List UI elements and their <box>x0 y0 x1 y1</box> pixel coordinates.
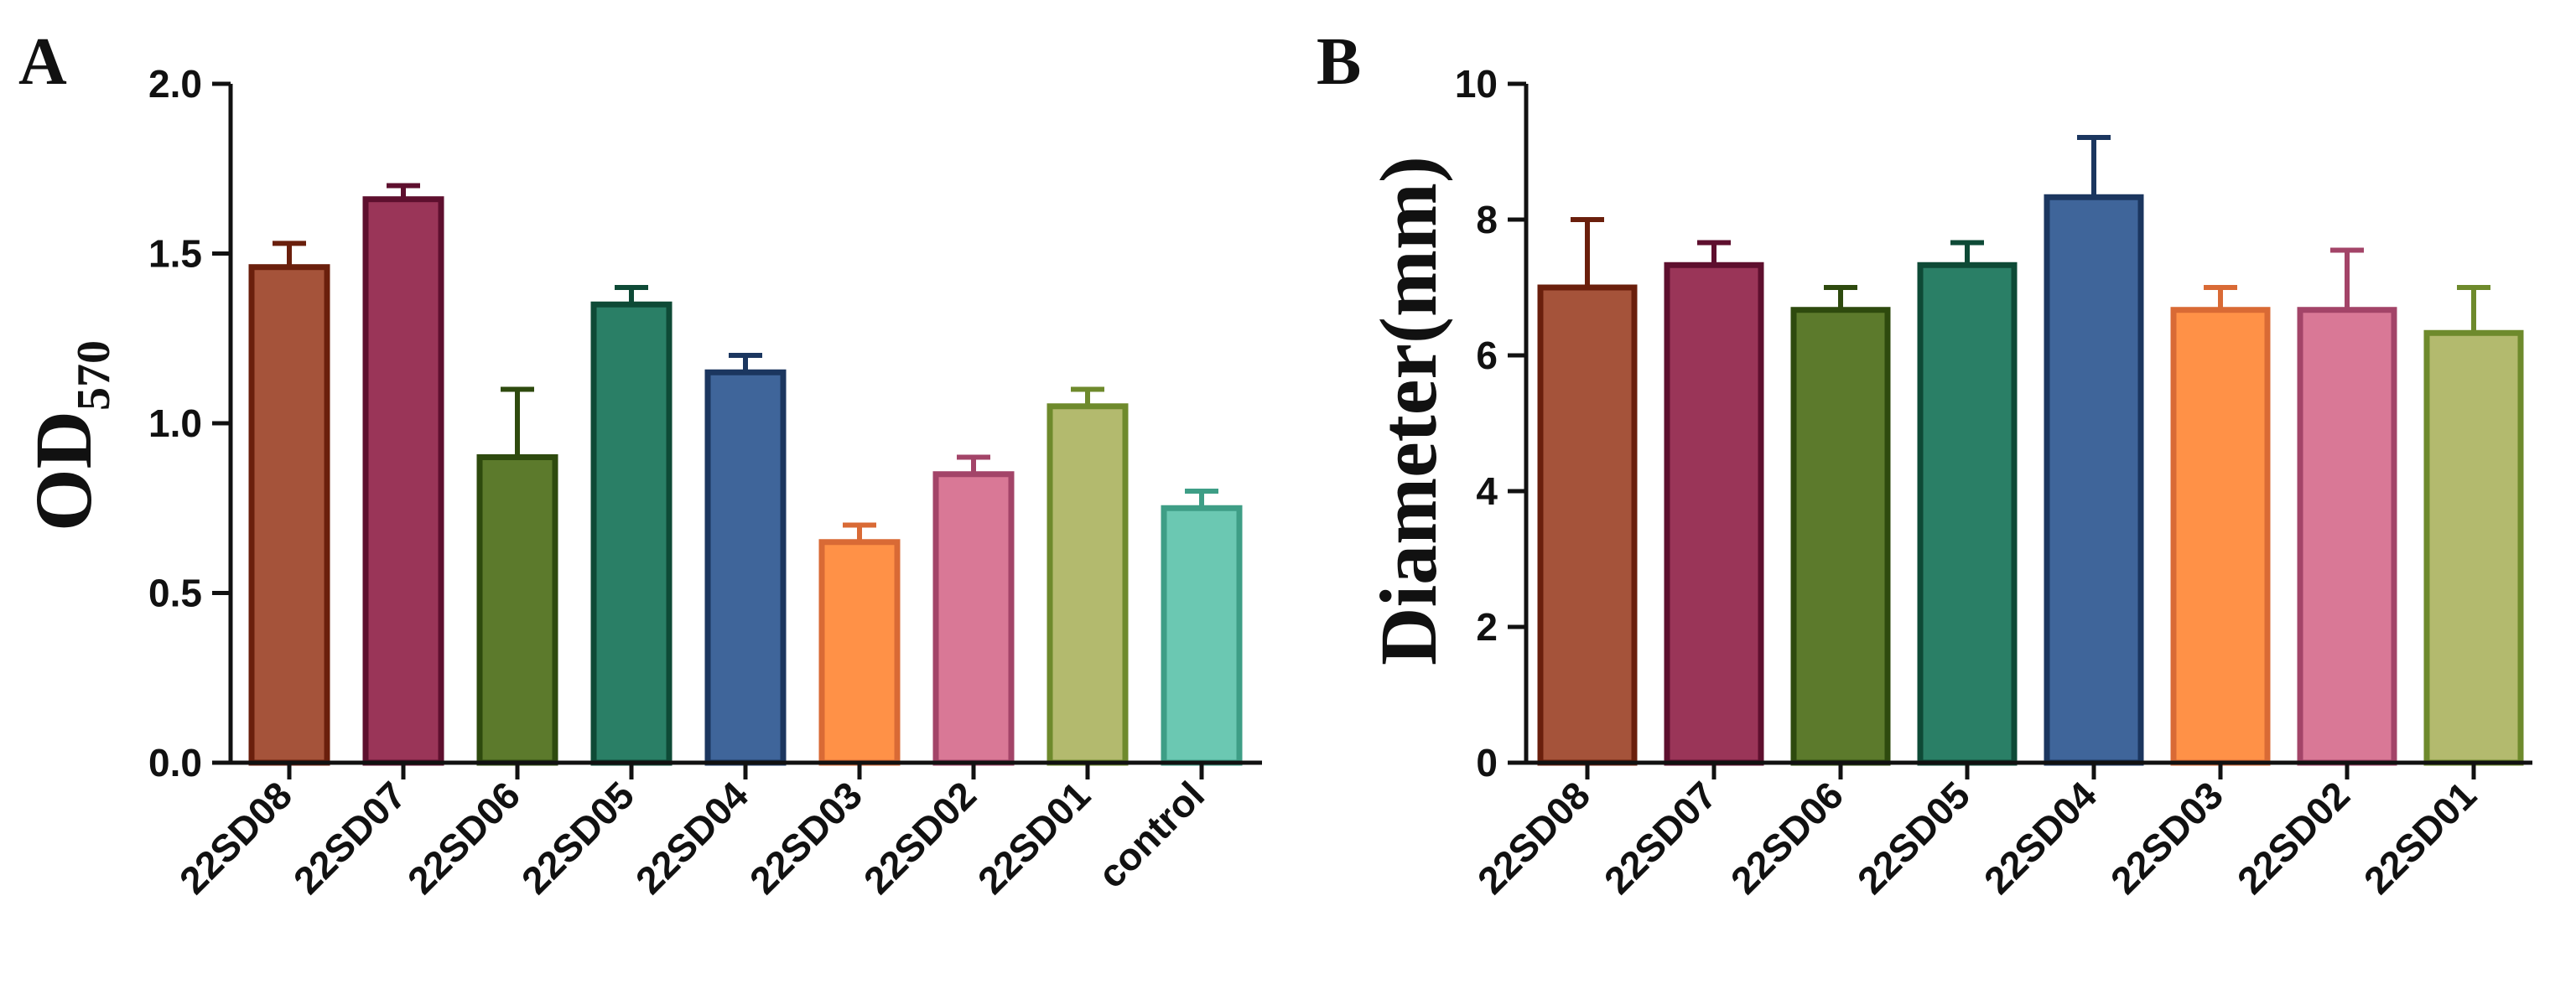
bar-22sd03 <box>818 539 901 766</box>
y-tick-label: 4 <box>1476 469 1498 513</box>
category-label: 22SD06 <box>399 773 528 902</box>
bar-22sd06 <box>476 454 558 766</box>
bar-22sd08 <box>248 264 330 766</box>
bar-22sd05 <box>590 301 673 766</box>
bar-22sd06 <box>1790 307 1891 766</box>
y-tick-label: 2.0 <box>148 62 202 106</box>
category-label: 22SD01 <box>2355 773 2485 902</box>
category-label: 22SD06 <box>1722 773 1852 902</box>
y-tick-label: 8 <box>1476 198 1498 241</box>
category-label: 22SD03 <box>2102 773 2231 902</box>
y-axis-ticks-b: 0 2 4 6 8 10 <box>1455 62 1526 784</box>
bar-22sd04 <box>704 369 787 766</box>
category-label: 22SD08 <box>171 773 300 902</box>
y-axis-ticks-a: 0.0 0.5 1.0 1.5 2.0 <box>148 62 231 784</box>
panel-letter-a: A <box>18 25 67 99</box>
y-tick-label: 1.0 <box>148 401 202 445</box>
bar-22sd02 <box>932 471 1015 766</box>
y-tick-label: 1.5 <box>148 232 202 276</box>
axes-b <box>1524 84 2532 765</box>
bar-22sd03 <box>2170 307 2271 766</box>
category-label: 22SD05 <box>1849 773 1978 902</box>
bar-22sd04 <box>2044 194 2144 766</box>
category-label: 22SD05 <box>513 773 642 902</box>
bar-22sd02 <box>2297 307 2397 766</box>
bars-a <box>248 183 1243 766</box>
chart-panel-a: A OD570 0.00.51.01.52.0 22SD0822SD0722SD… <box>18 25 1262 903</box>
axes-a <box>228 84 1262 765</box>
panel-letter-b: B <box>1317 25 1361 99</box>
category-label: 22SD01 <box>969 773 1098 902</box>
y-tick-label: 0.5 <box>148 572 202 615</box>
y-axis-title-b: Diameter(mm) <box>1363 156 1453 665</box>
category-labels-b: 22SD0822SD0722SD0622SD0522SD0422SD0322SD… <box>1469 763 2485 903</box>
category-label: 22SD02 <box>855 773 984 902</box>
y-tick-label: 10 <box>1455 62 1498 106</box>
y-tick-label: 0 <box>1476 741 1498 784</box>
bar-22sd07 <box>1664 261 1764 766</box>
bar-control <box>1161 505 1243 766</box>
category-label: 22SD04 <box>627 773 757 903</box>
category-label: 22SD03 <box>741 773 870 902</box>
category-label: 22SD07 <box>1596 773 1725 902</box>
bar-22sd05 <box>1917 261 2018 766</box>
category-label: control <box>1089 773 1213 896</box>
y-tick-label: 0.0 <box>148 741 202 784</box>
y-tick-label: 2 <box>1476 605 1498 649</box>
bar-22sd08 <box>1537 284 1638 766</box>
category-label: 22SD02 <box>2229 773 2358 902</box>
bar-22sd01 <box>2423 329 2524 766</box>
category-label: 22SD04 <box>1976 773 2106 903</box>
category-label: 22SD08 <box>1469 773 1598 902</box>
y-tick-label: 6 <box>1476 334 1498 377</box>
bar-22sd07 <box>362 196 444 766</box>
bars-b <box>1537 134 2524 766</box>
category-labels-a: 22SD0822SD0722SD0622SD0522SD0422SD0322SD… <box>171 763 1213 903</box>
category-label: 22SD07 <box>285 773 414 902</box>
y-axis-title-a: OD570 <box>18 340 120 531</box>
bar-22sd01 <box>1046 403 1129 766</box>
